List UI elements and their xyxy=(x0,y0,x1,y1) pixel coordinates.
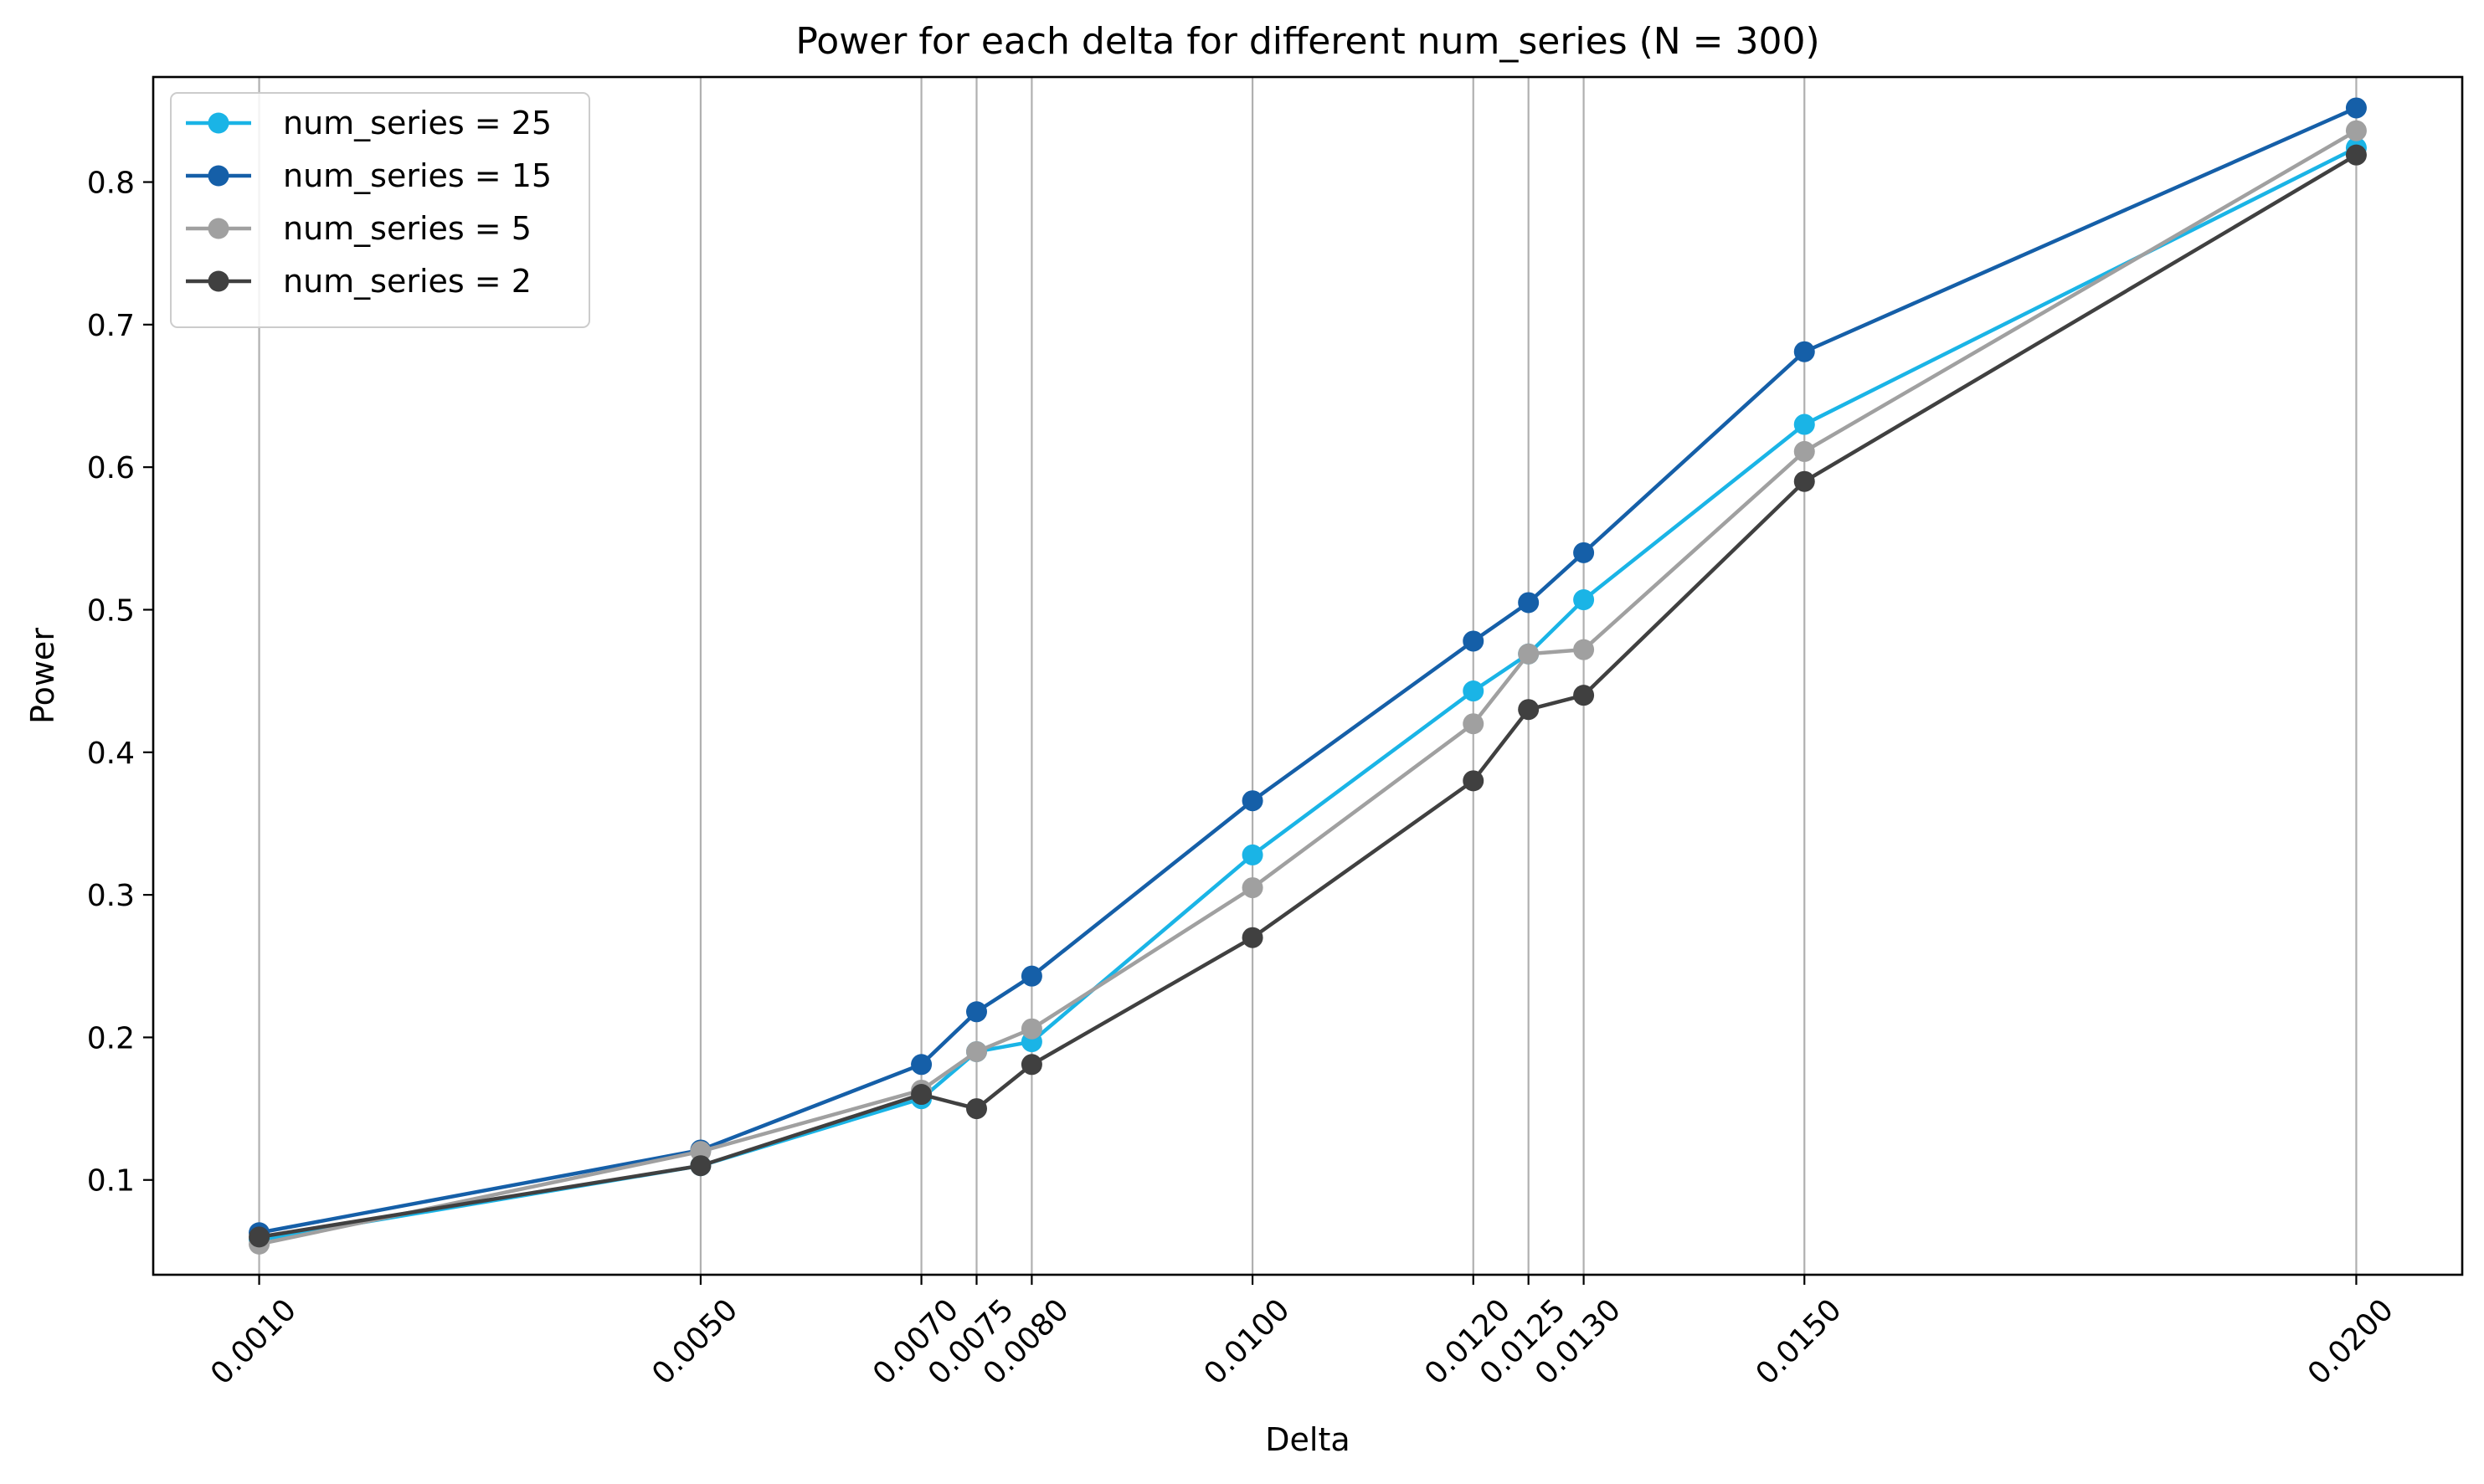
legend: num_series = 25 num_series = 15 num_series… xyxy=(170,92,590,328)
data-point xyxy=(1793,341,1815,362)
data-point xyxy=(1518,643,1540,665)
legend-label: num_series = 5 xyxy=(283,210,532,247)
legend-label: num_series = 25 xyxy=(283,105,552,141)
data-point xyxy=(2345,97,2367,119)
data-point xyxy=(1518,592,1540,614)
data-point xyxy=(1573,542,1595,563)
data-point xyxy=(1242,927,1263,948)
data-point xyxy=(1518,699,1540,721)
y-axis-label: Power xyxy=(24,628,61,724)
data-point xyxy=(1793,470,1815,492)
data-point xyxy=(965,1098,987,1120)
y-tick-label: 0.6 xyxy=(87,451,135,485)
y-tick-label: 0.1 xyxy=(87,1164,135,1199)
data-point xyxy=(1573,639,1595,660)
legend-marker xyxy=(208,218,229,239)
grid-lines xyxy=(258,77,2358,1275)
data-point xyxy=(2345,144,2367,166)
legend-marker xyxy=(208,270,229,292)
data-point xyxy=(1463,630,1484,652)
data-point xyxy=(1463,680,1484,702)
data-point xyxy=(1021,1054,1042,1076)
data-point xyxy=(249,1226,270,1248)
data-point xyxy=(911,1054,933,1076)
legend-label: num_series = 2 xyxy=(283,263,532,300)
data-point xyxy=(690,1155,712,1177)
legend-box xyxy=(170,92,590,328)
legend-marker xyxy=(208,112,229,134)
data-point xyxy=(1021,1018,1042,1040)
data-point xyxy=(1573,589,1595,611)
data-point xyxy=(1021,965,1042,987)
y-tick-label: 0.7 xyxy=(87,309,135,343)
x-axis-label: Delta xyxy=(1265,1421,1350,1458)
data-point xyxy=(1573,685,1595,706)
data-point xyxy=(1242,877,1263,899)
data-point xyxy=(1793,440,1815,462)
series-lines xyxy=(249,97,2367,1255)
data-point xyxy=(911,1084,933,1106)
y-tick-label: 0.3 xyxy=(87,879,135,913)
y-tick-label: 0.8 xyxy=(87,167,135,201)
data-point xyxy=(1242,844,1263,865)
y-axis: 0.1 0.2 0.3 0.4 0.5 0.6 0.7 0.8 xyxy=(87,167,153,1199)
data-point xyxy=(965,1001,987,1023)
data-point xyxy=(1463,713,1484,735)
y-tick-label: 0.2 xyxy=(87,1021,135,1055)
chart-title: Power for each delta for different num_s… xyxy=(795,20,1819,63)
data-point xyxy=(1793,413,1815,435)
y-tick-label: 0.5 xyxy=(87,593,135,628)
data-point xyxy=(1463,770,1484,792)
data-point xyxy=(1242,790,1263,812)
y-tick-label: 0.4 xyxy=(87,737,135,771)
plot-frame xyxy=(152,75,2464,1276)
legend-marker xyxy=(208,165,229,187)
data-point xyxy=(965,1040,987,1062)
legend-label: num_series = 15 xyxy=(283,157,552,194)
data-point xyxy=(2345,120,2367,141)
